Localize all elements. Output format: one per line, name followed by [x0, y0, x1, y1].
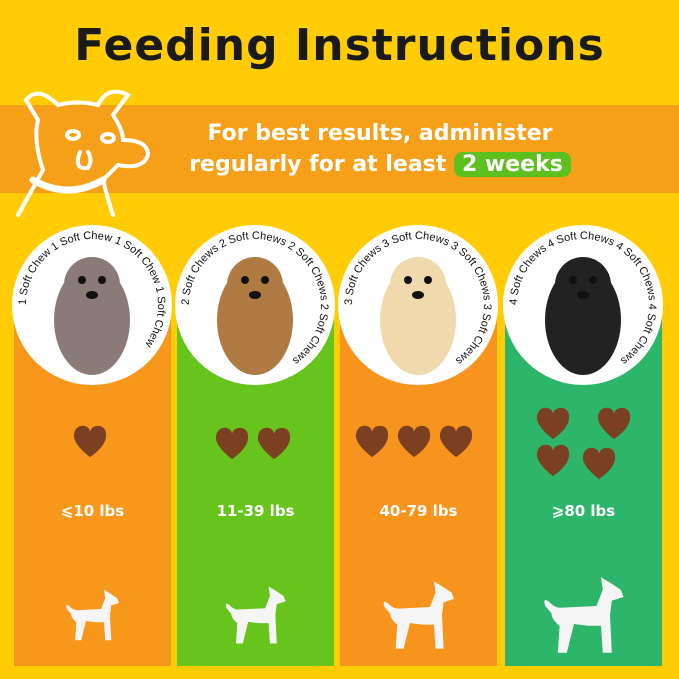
banner-line-1: For best results, administer [207, 121, 553, 146]
soft-chew-icon [215, 427, 249, 460]
dog-photo-french-bulldog: 2 Soft Chews 2 Soft Chews 2 Soft Chews 2… [175, 225, 335, 385]
soft-chew-icon [597, 407, 631, 440]
dog-silhouette-icon [225, 586, 286, 644]
dog-silhouette-icon [66, 589, 119, 641]
weight-range: 40-79 lbs [379, 502, 458, 520]
banner-text: For best results, administer regularly f… [150, 118, 610, 180]
dog-silhouette-icon [383, 581, 454, 649]
dog-photo-bernese-mountain-dog: 4 Soft Chews 4 Soft Chews 4 Soft Chews 4… [503, 225, 663, 385]
soft-chew-icon [355, 425, 389, 458]
dog-photo-chihuahua: 1 Soft Chew 1 Soft Chew 1 Soft Chew 1 So… [12, 225, 172, 385]
soft-chew-icon [582, 447, 616, 480]
soft-chew-icon [257, 427, 291, 460]
soft-chew-icon [73, 425, 107, 458]
weight-range: ⩾80 lbs [551, 502, 616, 520]
weight-range: ⩽10 lbs [60, 502, 125, 520]
soft-chew-icon [397, 425, 431, 458]
soft-chew-icon [439, 425, 473, 458]
soft-chew-icon [536, 407, 570, 440]
dog-photo-golden-retriever-puppy: 3 Soft Chews 3 Soft Chews 3 Soft Chews 3… [338, 225, 498, 385]
page-title: Feeding Instructions [74, 20, 605, 71]
soft-chew-icon [536, 444, 570, 477]
banner-line-2: regularly for at least [189, 152, 447, 177]
banner [0, 105, 679, 193]
duration-badge: 2 weeks [453, 152, 571, 177]
dog-silhouette-icon [544, 577, 624, 653]
dog-mascot-icon [16, 89, 151, 217]
weight-range: 11-39 lbs [216, 502, 295, 520]
